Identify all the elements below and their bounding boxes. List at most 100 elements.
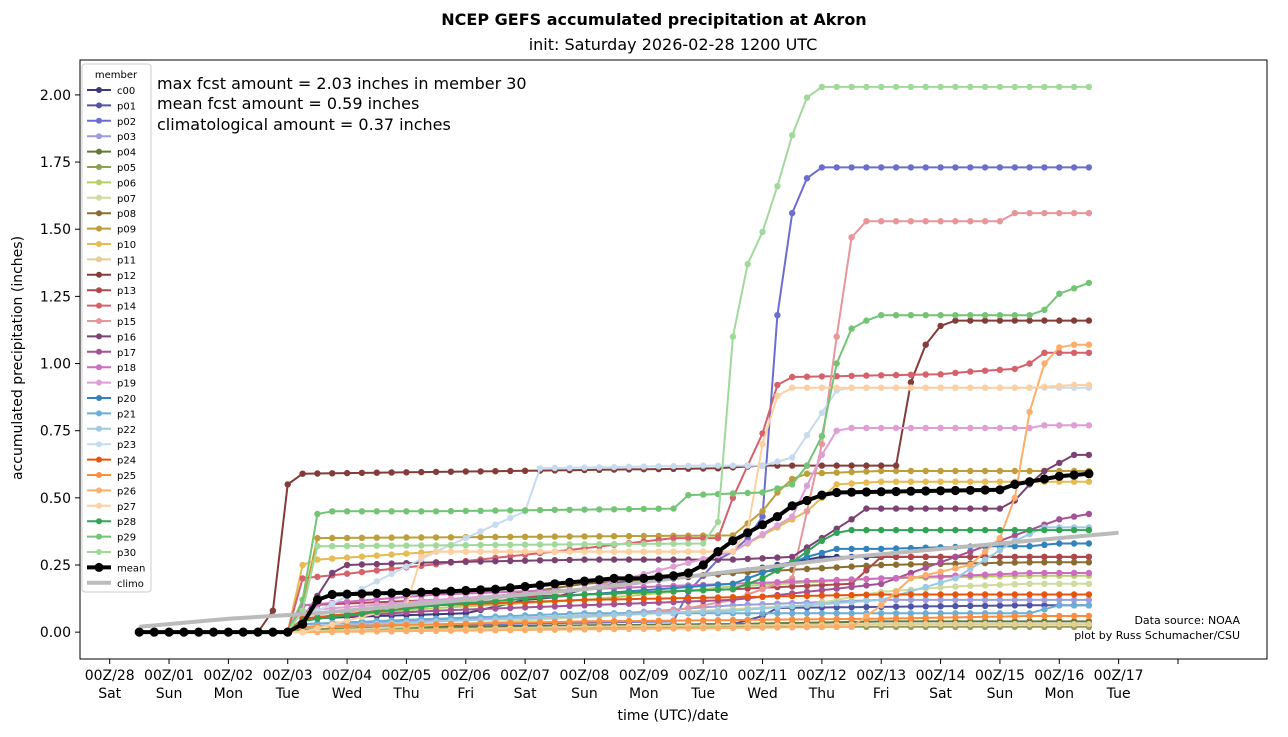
point-p25: [492, 619, 499, 627]
point-p27: [848, 384, 855, 391]
point-p25: [907, 615, 915, 622]
legend-marker: [96, 271, 102, 278]
point-p21: [803, 610, 811, 617]
point-p25: [803, 616, 811, 623]
point-p09: [358, 534, 366, 541]
point-p28: [1070, 526, 1078, 534]
point-p14: [774, 381, 781, 389]
x-tick-label-day: Wed: [332, 686, 363, 702]
point-p20: [744, 575, 751, 582]
point-p01: [907, 603, 915, 610]
point-p23: [685, 462, 692, 469]
point-p20: [1056, 540, 1063, 547]
point-p17: [863, 582, 870, 589]
point-p10: [922, 478, 929, 485]
point-p07: [967, 582, 974, 590]
point-p11: [1026, 620, 1033, 628]
point-p30: [789, 132, 796, 139]
legend-marker: [96, 225, 102, 232]
point-p16: [967, 505, 974, 512]
point-p12: [848, 462, 855, 469]
point-p23: [536, 465, 544, 472]
point-p30: [373, 542, 380, 549]
series-p15: [136, 209, 1093, 636]
point-p09: [477, 533, 484, 541]
legend-label: p03: [117, 132, 136, 143]
point-p27: [670, 548, 677, 555]
legend-label: p19: [117, 379, 136, 390]
point-p29: [685, 491, 692, 499]
point-p21: [774, 610, 781, 617]
credit-plot-author: plot by Russ Schumacher/CSU: [1074, 629, 1240, 642]
point-p08: [878, 561, 885, 569]
point-mean: [565, 577, 575, 588]
point-p16: [477, 558, 484, 565]
point-p27: [1011, 384, 1018, 391]
point-p19: [1056, 422, 1063, 429]
point-p19: [833, 427, 840, 434]
point-p16: [492, 558, 499, 565]
point-p21: [1056, 602, 1063, 609]
point-p29: [655, 505, 662, 512]
point-p02: [878, 164, 885, 171]
point-p26: [863, 612, 870, 620]
point-p08: [996, 559, 1004, 566]
point-mean: [431, 587, 441, 597]
point-p17: [536, 603, 544, 611]
point-p27: [655, 548, 662, 555]
point-p24: [848, 591, 855, 599]
point-p30: [432, 542, 440, 549]
point-p30: [996, 83, 1004, 91]
point-p13: [937, 553, 944, 561]
point-p30: [314, 543, 321, 550]
legend-marker: [96, 133, 102, 140]
point-p17: [952, 553, 959, 561]
point-p19: [1041, 422, 1048, 429]
point-p14: [952, 369, 959, 377]
point-p24: [907, 591, 915, 598]
point-p14: [967, 368, 974, 375]
point-p27: [863, 384, 870, 391]
point-p28: [922, 526, 929, 534]
point-p30: [388, 542, 395, 549]
point-p30: [1070, 83, 1078, 91]
point-p29: [863, 317, 870, 324]
point-p28: [1041, 526, 1048, 534]
point-p20: [863, 545, 870, 553]
legend-item-c00: c00: [87, 86, 135, 97]
point-p16: [670, 556, 677, 563]
point-p07: [1011, 581, 1018, 588]
point-p12: [981, 317, 989, 324]
legend-marker: [96, 348, 102, 355]
legend-item-p12: p12: [87, 271, 136, 282]
point-p30: [521, 541, 529, 548]
point-p26: [566, 626, 573, 633]
legend-label: p21: [117, 409, 136, 420]
point-p01: [892, 603, 900, 610]
point-p12: [952, 317, 959, 324]
point-p26: [774, 624, 781, 631]
x-tick-label-day: Mon: [214, 686, 244, 702]
point-p01: [922, 603, 929, 610]
point-p27: [789, 384, 796, 391]
legend-label: p02: [117, 117, 136, 128]
point-p26: [700, 625, 707, 632]
point-p24: [581, 596, 588, 604]
point-p29: [759, 489, 766, 496]
point-p17: [833, 585, 840, 592]
point-p12: [1011, 317, 1018, 324]
legend-label: p09: [117, 225, 136, 236]
point-p25: [952, 614, 959, 621]
y-tick-label: 2.00: [40, 88, 71, 104]
point-p09: [566, 533, 573, 540]
point-p16: [596, 556, 603, 563]
point-p12: [492, 468, 499, 475]
point-mean: [1054, 471, 1064, 481]
point-p09: [952, 467, 959, 475]
point-p24: [625, 595, 633, 603]
point-p30: [922, 83, 929, 91]
point-p03: [907, 596, 915, 604]
point-p30: [907, 83, 915, 91]
point-p02: [833, 164, 840, 171]
point-p16: [892, 505, 900, 512]
